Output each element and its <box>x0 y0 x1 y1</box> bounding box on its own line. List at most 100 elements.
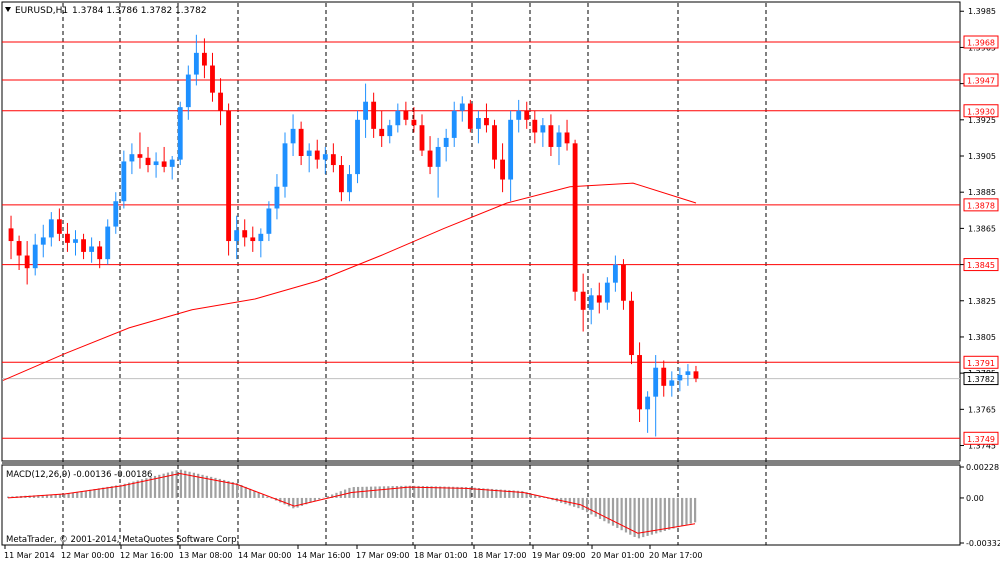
macd-histogram-bar <box>162 473 165 498</box>
candle-body <box>403 110 409 120</box>
macd-histogram-bar <box>465 487 468 498</box>
macd-histogram-bar <box>378 486 381 498</box>
price-tick-label: 1.3805 <box>968 333 996 342</box>
macd-label: MACD(12,26,9) -0.00136 -0.00186 <box>6 470 152 480</box>
macd-histogram-bar <box>76 491 79 498</box>
candle-body <box>411 119 417 126</box>
candle-body <box>242 230 248 238</box>
macd-histogram-bar <box>115 485 118 498</box>
macd-histogram-bar <box>421 486 424 498</box>
candles <box>8 34 699 437</box>
candle-body <box>556 132 562 147</box>
candle-body <box>185 74 191 108</box>
time-tick-label: 20 Mar 17:00 <box>649 551 702 560</box>
candle-body <box>73 239 78 243</box>
macd-histogram-bar <box>443 486 446 498</box>
macd-histogram-bar <box>387 486 390 498</box>
macd-histogram-bar <box>573 497 576 507</box>
macd-histogram-bar <box>473 487 476 498</box>
macd-histogram-bar <box>71 492 75 498</box>
candle-body <box>395 110 401 126</box>
macd-histogram-bar <box>283 497 286 505</box>
macd-histogram-bar <box>153 475 157 498</box>
macd-histogram-bar <box>322 497 325 499</box>
macd-histogram-bar <box>642 497 645 538</box>
macd-histogram-bar <box>585 497 589 513</box>
macd-histogram-bar <box>171 471 174 498</box>
axes: 1.39851.39651.39451.39251.39051.38851.38… <box>4 7 1000 560</box>
candle-body <box>338 165 344 193</box>
level-price-label: 1.3791 <box>967 359 995 368</box>
macd-histogram-bar <box>136 480 139 498</box>
macd-histogram-bar <box>214 477 217 498</box>
candle-body <box>169 159 175 167</box>
macd-histogram-bar <box>646 497 649 536</box>
current-price-label: 1.3782 <box>967 375 995 384</box>
candle-body <box>379 128 385 137</box>
candle-body <box>508 119 514 180</box>
macd-histogram-bar <box>188 471 191 498</box>
candle-body <box>564 132 570 144</box>
macd-histogram-bar <box>7 496 10 498</box>
candle-body <box>218 92 223 111</box>
macd-histogram-bar <box>210 476 213 498</box>
macd-histogram-bar <box>50 494 53 498</box>
macd-histogram-bar <box>542 497 545 498</box>
candle-body <box>484 118 489 126</box>
macd-histogram-bar <box>663 497 666 531</box>
candle-body <box>298 128 304 156</box>
macd-indicator <box>7 469 697 539</box>
macd-histogram-bar <box>192 472 195 498</box>
candle-body <box>266 208 272 234</box>
macd-histogram-bar <box>84 490 87 498</box>
time-tick-label: 19 Mar 09:00 <box>532 551 585 560</box>
macd-histogram-bar <box>300 497 304 506</box>
macd-histogram-bar <box>434 486 437 498</box>
level-price-label: 1.3749 <box>967 435 995 444</box>
macd-histogram-bar <box>365 486 368 498</box>
candle-body <box>40 237 46 245</box>
level-price-label: 1.3845 <box>967 261 995 270</box>
level-lines <box>2 41 960 439</box>
candle-body <box>226 110 232 242</box>
macd-histogram-bar <box>110 486 113 498</box>
price-tick-label: 1.3745 <box>968 442 996 451</box>
macd-histogram-bar <box>538 496 541 498</box>
macd-histogram-bar <box>369 486 373 498</box>
price-tick-label: 1.3985 <box>968 7 996 16</box>
macd-histogram-bar <box>577 497 580 509</box>
candle-body <box>492 125 497 160</box>
candle-body <box>604 282 610 303</box>
macd-histogram-bar <box>620 497 623 531</box>
macd-histogram-bar <box>149 477 152 498</box>
level-price-tag <box>963 104 999 118</box>
macd-histogram-bar <box>296 497 299 508</box>
moving-average-line <box>2 182 697 381</box>
current-price-tag <box>963 372 999 386</box>
candle-body <box>371 101 377 129</box>
macd-histogram-bar <box>253 490 256 498</box>
candle-body <box>467 103 473 129</box>
time-tick-label: 12 Mar 00:00 <box>61 551 114 560</box>
candle-body <box>540 125 546 133</box>
candle-body <box>451 110 457 138</box>
candle-body <box>621 264 626 301</box>
time-tick-label: 14 Mar 16:00 <box>297 551 350 560</box>
candle-body <box>306 150 312 156</box>
candle-body <box>121 161 127 202</box>
triangle-down-icon[interactable] <box>5 7 11 12</box>
candle-body <box>500 159 505 180</box>
price-tick-label: 1.3825 <box>968 297 996 306</box>
macd-histogram-bar <box>41 494 44 498</box>
watermark-text: MetaTrader, © 2001-2014, MetaQuotes Soft… <box>6 535 239 545</box>
candle-body <box>137 154 143 158</box>
macd-histogram-bar <box>335 492 338 498</box>
main-plot-frame <box>1 1 961 462</box>
candle-body <box>661 367 667 386</box>
candle-body <box>113 201 119 227</box>
macd-histogram-bar <box>361 486 364 498</box>
macd-histogram-bar <box>482 488 485 498</box>
macd-plot-frame <box>1 464 961 546</box>
macd-histogram-bar <box>486 488 489 498</box>
